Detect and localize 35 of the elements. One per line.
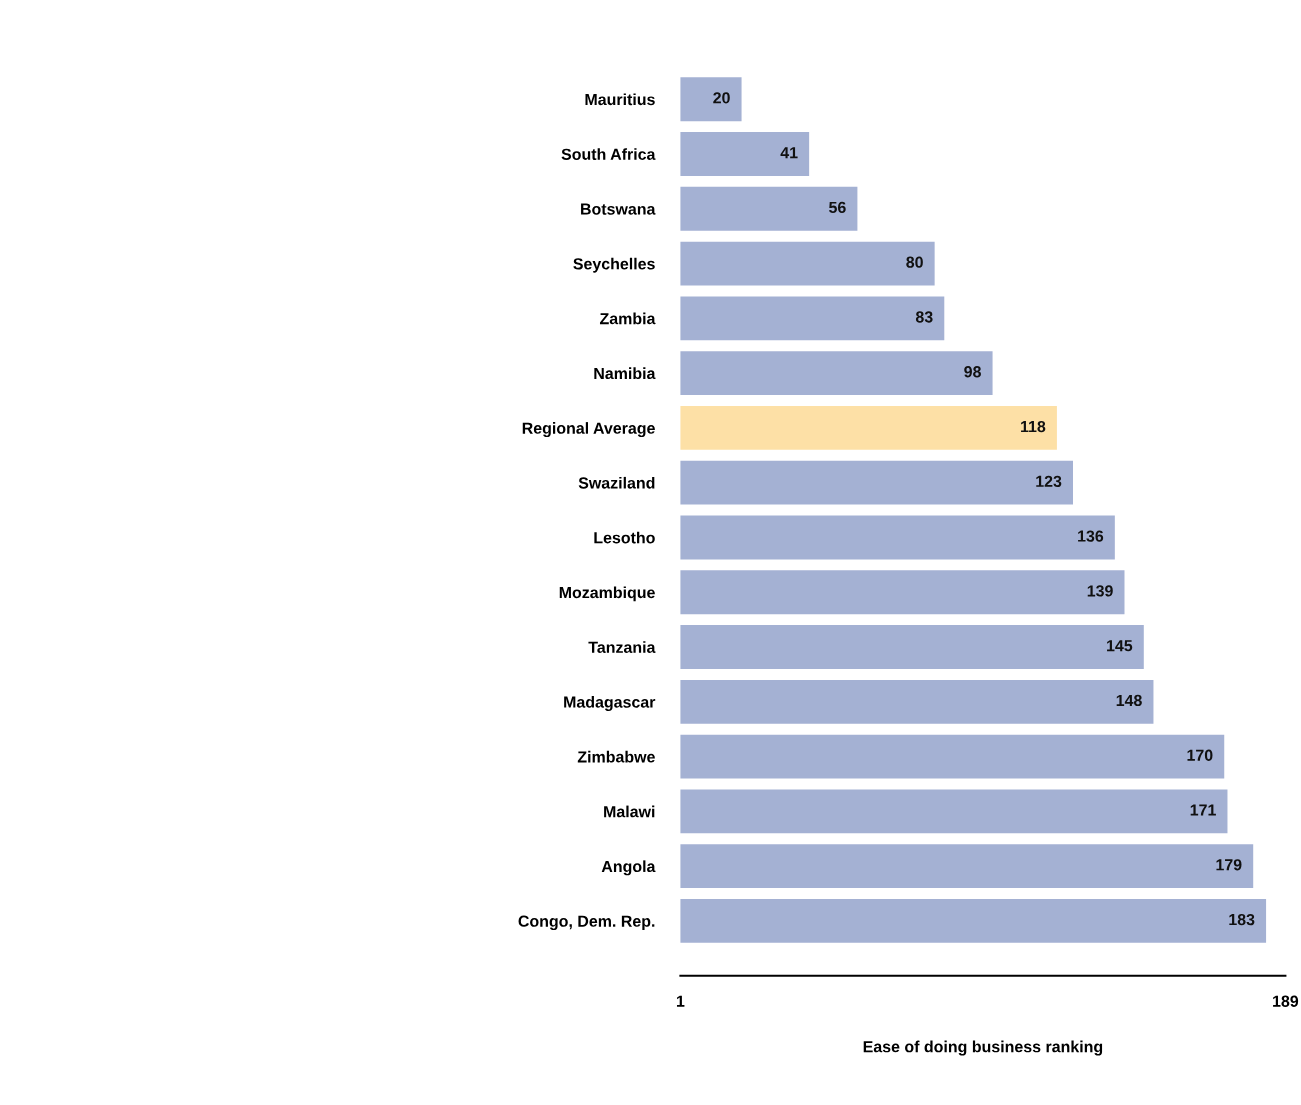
- data-label: 179: [1216, 859, 1242, 871]
- data-label: 123: [1036, 475, 1062, 487]
- data-label: 56: [829, 201, 846, 214]
- y-tick-label: Botswana: [581, 203, 656, 215]
- data-label: 80: [906, 256, 923, 268]
- y-tick-label: Mauritius: [585, 93, 655, 106]
- y-tick-label: Mozambique: [559, 586, 655, 602]
- data-label: 183: [1229, 913, 1255, 926]
- y-tick-label: South Africa: [561, 148, 656, 160]
- y-tick-label: Seychelles: [573, 257, 655, 273]
- y-tick-label: Zimbabwe: [577, 750, 655, 763]
- y-tick-label: Lesotho: [594, 531, 655, 544]
- data-label: 41: [780, 147, 798, 159]
- x-axis-title: Ease of doing business ranking: [863, 1040, 1103, 1056]
- y-tick-label: Regional Average: [522, 422, 655, 438]
- data-label: 139: [1087, 585, 1113, 597]
- data-label: 136: [1078, 530, 1104, 542]
- data-label: 145: [1107, 640, 1133, 652]
- data-label: 118: [1021, 420, 1046, 433]
- y-tick-label: Madagascar: [564, 696, 656, 711]
- y-tick-label: Congo, Dem. Rep.: [518, 915, 655, 931]
- data-label: 20: [713, 92, 730, 104]
- y-tick-label: Zambia: [599, 312, 656, 325]
- x-tick-label: 1: [676, 995, 685, 1007]
- y-tick-label: Angola: [601, 860, 656, 876]
- data-label: 83: [915, 311, 933, 323]
- data-label: 170: [1187, 749, 1213, 761]
- x-tick-label: 189: [1273, 995, 1299, 1007]
- y-tick-label: Swaziland: [578, 476, 655, 489]
- data-label: 148: [1116, 694, 1142, 707]
- y-tick-label: Tanzania: [588, 641, 656, 653]
- y-tick-label: Malawi: [604, 805, 655, 818]
- y-tick-label: Namibia: [594, 367, 656, 380]
- data-label: 171: [1190, 804, 1216, 816]
- data-label: 98: [964, 366, 981, 378]
